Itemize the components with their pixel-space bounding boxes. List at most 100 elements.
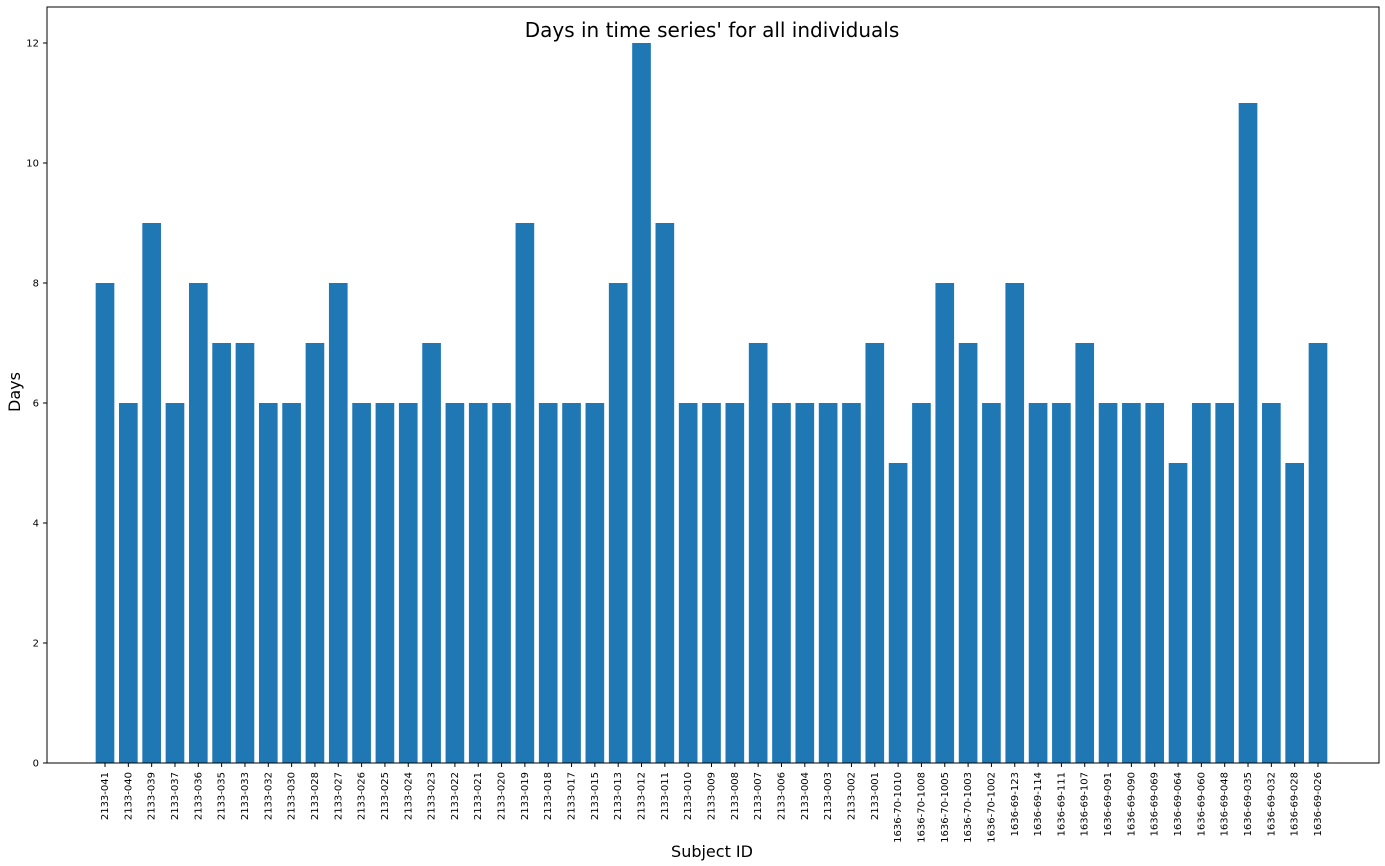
bar-2133-018 [538,403,558,763]
x-tick-label: 2133-027 [333,772,344,820]
bar-1636-69-090 [1122,403,1141,763]
y-tick-label: 12 [26,39,39,50]
bar-1636-69-026 [1308,343,1328,763]
y-tick-label: 4 [33,519,39,530]
x-tick-label: 2133-023 [427,772,438,820]
bars-layer [95,43,1328,763]
bar-2133-009 [702,403,721,763]
x-tick-label: 2133-035 [217,772,228,820]
bar-1636-69-060 [1192,403,1211,763]
y-axis-label: Days [5,372,24,412]
chart-title: Days in time series' for all individuals [525,18,900,42]
x-tick-label: 2133-032 [263,772,274,820]
x-tick-label: 2133-018 [543,772,554,820]
bar-2133-028 [305,343,325,763]
x-tick-label: 2133-004 [800,772,811,820]
x-tick-label: 2133-020 [497,772,508,820]
x-tick-label: 1636-69-064 [1173,772,1184,836]
bar-2133-039 [142,223,161,763]
bar-2133-023 [422,343,441,763]
bar-2133-022 [445,403,465,763]
x-tick-label: 2133-012 [637,772,648,820]
y-tick-label: 6 [33,399,39,410]
bar-2133-024 [398,403,418,763]
y-tick-label: 0 [33,759,39,770]
bar-2133-015 [585,403,605,763]
bar-2133-036 [188,283,208,763]
x-tick-label: 2133-001 [870,772,881,820]
bar-2133-002 [842,403,861,763]
bar-2133-008 [725,403,745,763]
bar-1636-69-091 [1098,403,1118,763]
x-tick-label: 1636-69-035 [1243,772,1254,836]
bar-2133-003 [818,403,838,763]
x-tick-label: 1636-70-1003 [963,772,974,843]
bar-1636-69-111 [1052,403,1071,763]
x-tick-label: 2133-026 [357,772,368,820]
x-tick-label: 2133-008 [730,772,741,820]
x-tick-label: 2133-025 [380,772,391,820]
x-tick-label: 2133-011 [660,772,671,820]
bar-2133-030 [282,403,301,763]
x-axis: 2133-041 2133-040 2133-039 2133-037 2133-036… [100,763,1324,843]
x-tick-label: 1636-70-1008 [916,772,927,843]
bar-1636-69-069 [1145,403,1165,763]
x-tick-label: 1636-69-123 [1010,772,1021,836]
x-tick-label: 1636-69-060 [1196,772,1207,836]
x-tick-label: 1636-69-032 [1266,772,1277,836]
x-tick-label: 1636-69-114 [1033,772,1044,836]
x-tick-label: 2133-037 [170,772,181,820]
x-tick-label: 1636-70-1002 [986,772,997,843]
x-tick-label: 2133-019 [520,772,531,820]
bar-2133-020 [492,403,511,763]
x-axis-label: Subject ID [671,842,753,861]
x-tick-label: 1636-69-028 [1290,772,1301,836]
x-tick-label: 2133-022 [450,772,461,820]
bar-2133-033 [235,343,255,763]
x-tick-label: 1636-69-026 [1313,772,1324,836]
x-tick-label: 1636-69-111 [1056,772,1067,836]
x-tick-label: 2133-033 [240,772,251,820]
x-tick-label: 2133-013 [613,772,624,820]
x-tick-label: 2133-002 [846,772,857,820]
bar-2133-027 [328,283,348,763]
bar-2133-012 [632,43,651,763]
x-tick-label: 2133-007 [753,772,764,820]
bar-2133-032 [258,403,278,763]
x-tick-label: 2133-003 [823,772,834,820]
bar-1636-70-1003 [958,343,978,763]
x-tick-label: 1636-69-091 [1103,772,1114,836]
bar-1636-70-1005 [935,283,955,763]
x-tick-label: 2133-009 [707,772,718,820]
bar-1636-69-035 [1238,103,1258,763]
bar-2133-035 [212,343,231,763]
x-tick-label: 2133-030 [287,772,298,820]
bar-2133-037 [165,403,185,763]
y-tick-label: 10 [26,159,39,170]
bar-1636-69-123 [1005,283,1025,763]
x-tick-label: 2133-010 [683,772,694,820]
x-tick-label: 1636-69-048 [1220,772,1231,836]
x-tick-label: 1636-69-090 [1126,772,1137,836]
bar-1636-69-114 [1028,403,1048,763]
bar-2133-026 [352,403,371,763]
bar-1636-69-064 [1168,463,1188,763]
bar-2133-019 [515,223,535,763]
bar-1636-69-032 [1262,403,1281,763]
bar-1636-70-1002 [982,403,1001,763]
bar-2133-041 [95,283,115,763]
x-tick-label: 2133-039 [147,772,158,820]
bar-1636-69-028 [1285,463,1304,763]
y-tick-label: 2 [33,639,39,650]
bar-2133-013 [608,283,628,763]
x-tick-label: 2133-006 [776,772,787,820]
x-tick-label: 2133-021 [473,772,484,820]
y-tick-label: 8 [33,279,39,290]
bar-2133-001 [865,343,885,763]
x-tick-label: 2133-036 [193,772,204,820]
bar-2133-025 [375,403,395,763]
x-tick-label: 2133-028 [310,772,321,820]
x-tick-label: 2133-015 [590,772,601,820]
y-axis: 0 2 4 6 8 10 12 [26,39,47,770]
